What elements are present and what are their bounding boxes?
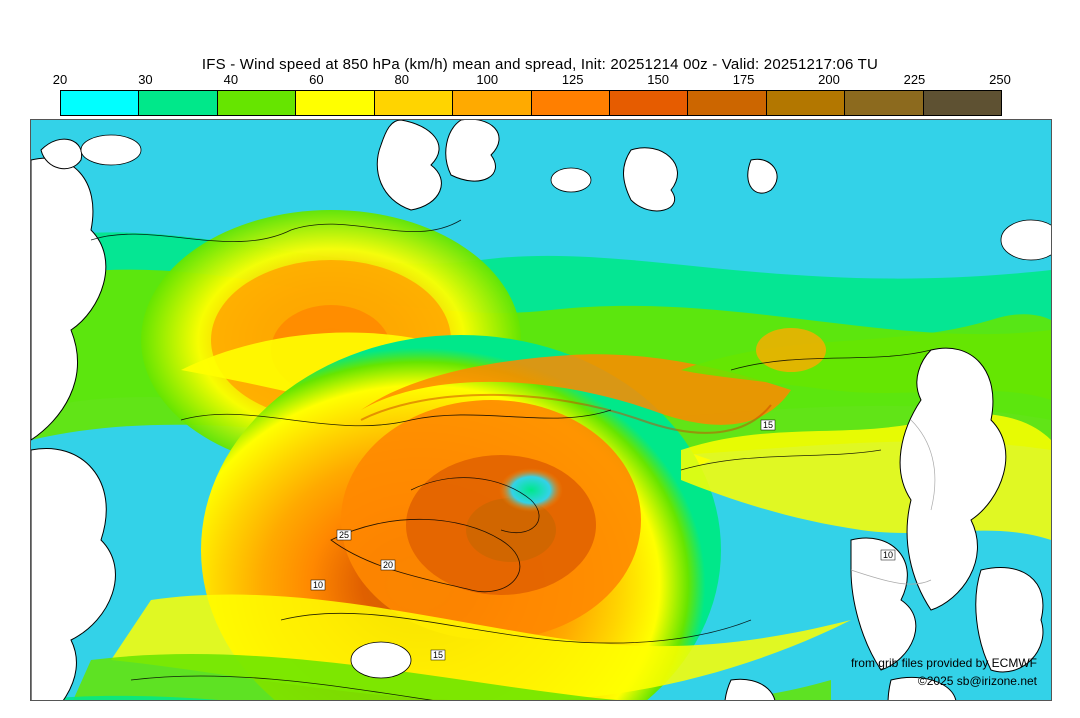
legend-tick-10: 225 xyxy=(904,72,926,87)
legend-seg-11 xyxy=(924,91,1001,115)
svg-text:15: 15 xyxy=(763,420,773,430)
legend-tick-4: 80 xyxy=(395,72,409,87)
legend-color-bar xyxy=(60,90,1002,116)
weather-map-page: IFS - Wind speed at 850 hPa (km/h) mean … xyxy=(0,0,1080,718)
svg-text:20: 20 xyxy=(383,560,393,570)
legend-seg-4 xyxy=(375,91,453,115)
legend-seg-6 xyxy=(532,91,610,115)
legend-seg-0 xyxy=(61,91,139,115)
legend-seg-7 xyxy=(610,91,688,115)
legend-tick-1: 30 xyxy=(138,72,152,87)
legend-seg-9 xyxy=(767,91,845,115)
legend-tick-3: 60 xyxy=(309,72,323,87)
legend-seg-5 xyxy=(453,91,531,115)
svg-text:10: 10 xyxy=(883,550,893,560)
map-svg-canvas: 25 20 10 15 15 10 xyxy=(31,120,1051,700)
legend-seg-10 xyxy=(845,91,923,115)
watermark-copyright: ©2025 sb@irizone.net xyxy=(918,674,1037,688)
map-title: IFS - Wind speed at 850 hPa (km/h) mean … xyxy=(0,56,1080,73)
color-legend: 20 30 40 60 80 100 125 150 175 200 225 2… xyxy=(60,72,1000,112)
watermark-grib-credit: from grib files provided by ECMWF xyxy=(851,656,1037,670)
legend-tick-7: 150 xyxy=(647,72,669,87)
svg-text:25: 25 xyxy=(339,530,349,540)
legend-seg-8 xyxy=(688,91,766,115)
legend-tick-6: 125 xyxy=(562,72,584,87)
svg-text:10: 10 xyxy=(313,580,323,590)
wind-speed-map: 25 20 10 15 15 10 from grib files provid… xyxy=(30,119,1052,701)
legend-tick-0: 20 xyxy=(53,72,67,87)
legend-tick-9: 200 xyxy=(818,72,840,87)
legend-seg-2 xyxy=(218,91,296,115)
legend-seg-3 xyxy=(296,91,374,115)
legend-tick-8: 175 xyxy=(733,72,755,87)
legend-tick-11: 250 xyxy=(989,72,1011,87)
legend-seg-1 xyxy=(139,91,217,115)
legend-ticks: 20 30 40 60 80 100 125 150 175 200 225 2… xyxy=(60,72,1000,88)
legend-tick-2: 40 xyxy=(224,72,238,87)
legend-tick-5: 100 xyxy=(476,72,498,87)
svg-text:15: 15 xyxy=(433,650,443,660)
